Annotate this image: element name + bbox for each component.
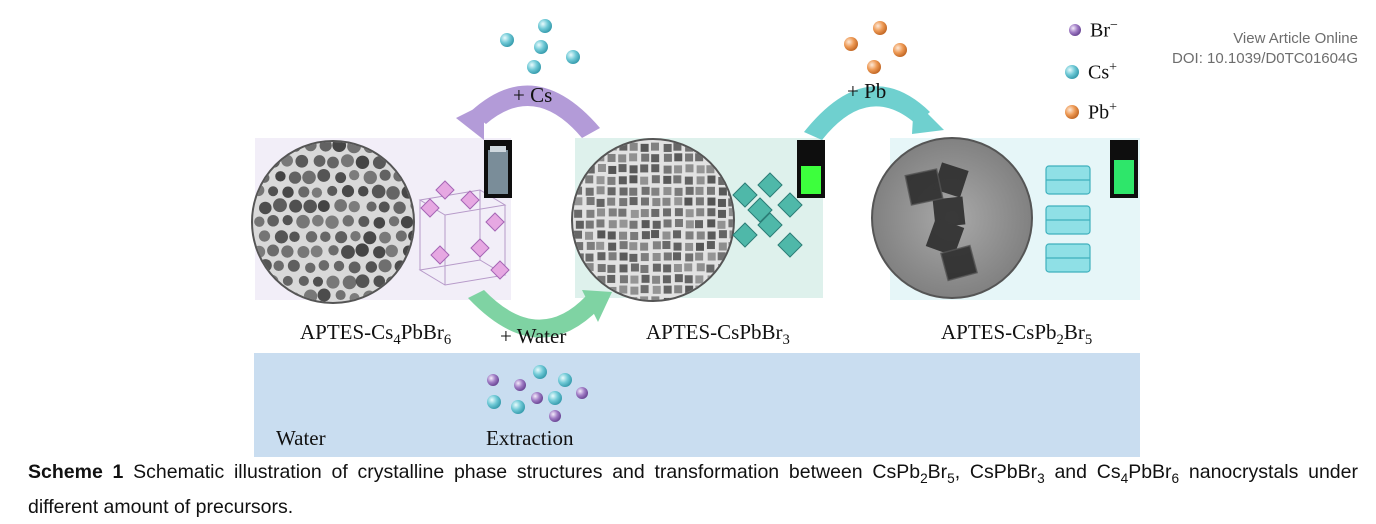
water-label: Water <box>276 426 326 450</box>
pb-arrow-label: + Pb <box>847 79 887 103</box>
cs-ions-top <box>500 19 580 74</box>
legend-cs: Cs+ <box>1088 60 1118 84</box>
legend-pb: Pb+ <box>1088 100 1118 124</box>
sample-label-cspbbr3: APTES-CsPbBr3 <box>646 320 790 349</box>
vial-cspbbr3 <box>797 140 825 198</box>
legend-ions <box>1065 24 1081 119</box>
water-arrow <box>468 290 612 338</box>
scheme-caption: Scheme 1 Schematic illustration of cryst… <box>28 461 1358 518</box>
water-arrow-label: + Water <box>500 324 567 348</box>
tem-image-cspb2br5 <box>871 137 1033 299</box>
doi-link[interactable]: DOI: 10.1039/D0TC01604G <box>1172 50 1358 67</box>
extraction-ions <box>487 365 588 422</box>
pb-ions-top <box>844 21 907 74</box>
view-article-online-link[interactable]: View Article Online <box>1233 30 1358 47</box>
cs-arrow-label: + Cs <box>513 83 553 107</box>
pb-arrow <box>804 86 944 140</box>
vial-cspb2br5 <box>1110 140 1138 198</box>
extraction-label: Extraction <box>486 426 574 450</box>
sample-label-cspb2br5: APTES-CsPb2Br5 <box>941 320 1093 349</box>
cs-arrow <box>456 85 600 140</box>
legend-br: Br− <box>1090 18 1118 42</box>
water-band <box>254 353 1140 457</box>
sample-label-cs4pbbr6: APTES-Cs4PbBr6 <box>300 320 452 349</box>
caption-label: Scheme 1 <box>28 461 124 483</box>
vial-cs4pbbr6 <box>484 140 512 198</box>
tem-image-cs4pbbr6 <box>251 140 415 304</box>
